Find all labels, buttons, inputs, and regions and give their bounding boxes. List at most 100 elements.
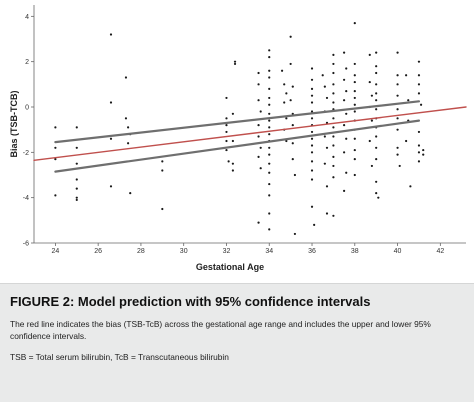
data-point (375, 192, 378, 195)
data-point (353, 62, 356, 66)
data-point (368, 139, 371, 143)
data-point (310, 144, 314, 147)
data-point (422, 153, 425, 156)
data-point (225, 139, 228, 143)
data-point (225, 148, 228, 152)
data-point (398, 164, 401, 168)
data-point (259, 167, 262, 170)
scatter-plot: 420-2-4-624 26 28 30 32 34 36 38 40 42Gestational… (9, 5, 467, 272)
data-point (375, 99, 378, 102)
data-point (332, 164, 335, 168)
data-point (353, 80, 356, 84)
x-tick-label: 24 (51, 248, 59, 255)
data-point (268, 133, 271, 136)
data-point (353, 158, 356, 161)
data-point (405, 139, 408, 143)
data-point (268, 153, 271, 156)
data-point (310, 160, 314, 163)
data-point (332, 71, 335, 75)
data-point (129, 192, 132, 195)
y-tick-label: 2 (25, 59, 29, 66)
data-point (368, 53, 371, 56)
data-point (332, 62, 335, 66)
data-point (268, 87, 271, 90)
data-point (332, 176, 335, 179)
data-point (291, 158, 294, 161)
data-point (109, 137, 113, 140)
data-point (268, 69, 271, 72)
data-point (310, 101, 314, 104)
data-point (353, 90, 356, 93)
y-axis-title: Bias (TSB-TCB) (9, 90, 19, 157)
data-point (345, 112, 348, 115)
data-point (310, 130, 314, 134)
data-point (368, 80, 371, 84)
data-point (370, 164, 374, 168)
data-point (225, 117, 228, 120)
data-point (353, 74, 356, 77)
data-point (268, 96, 271, 100)
data-point (353, 103, 356, 106)
data-point (231, 169, 234, 172)
data-point (396, 117, 399, 120)
data-point (353, 96, 356, 100)
x-tick-label: 28 (137, 248, 145, 255)
data-point (54, 146, 57, 149)
data-point (342, 151, 346, 154)
data-point (375, 51, 378, 54)
data-point (231, 162, 234, 165)
data-point (342, 51, 346, 54)
data-point (332, 117, 335, 120)
data-point (225, 124, 228, 127)
y-tick-label: -2 (23, 150, 29, 157)
data-point (293, 232, 297, 236)
data-point (375, 180, 378, 183)
data-point (342, 78, 346, 81)
data-point (268, 146, 271, 149)
data-point (417, 83, 421, 86)
data-point (268, 56, 271, 59)
data-point (54, 158, 57, 161)
data-point (332, 92, 335, 95)
data-point (325, 146, 329, 149)
data-point (293, 173, 297, 177)
data-point (323, 135, 326, 138)
data-point (396, 51, 399, 54)
data-point (310, 137, 314, 140)
data-point (225, 130, 228, 134)
data-point (396, 146, 399, 149)
data-point (54, 126, 57, 129)
data-point (310, 87, 314, 90)
data-point (396, 128, 399, 131)
bias-regression-line (33, 106, 467, 161)
data-point (233, 60, 237, 63)
data-point (283, 83, 286, 86)
data-point (257, 221, 260, 224)
data-point (161, 207, 164, 211)
data-point (268, 103, 271, 106)
data-point (409, 185, 412, 188)
data-point (268, 76, 271, 79)
data-point (332, 135, 335, 138)
data-point (345, 90, 348, 93)
data-point (291, 85, 294, 88)
data-point (231, 139, 234, 143)
data-point (353, 137, 356, 140)
data-point (325, 212, 329, 215)
data-point (268, 171, 271, 174)
x-tick-label: 30 (180, 248, 188, 255)
data-point (75, 126, 78, 129)
data-point (268, 49, 271, 52)
upper-ci-line (54, 100, 421, 144)
data-point (375, 71, 378, 75)
data-point (417, 144, 421, 147)
data-point (325, 185, 329, 188)
data-point (124, 76, 128, 79)
x-tick-label: 26 (94, 248, 102, 255)
data-point (310, 169, 314, 172)
data-point (259, 146, 262, 149)
caption-title: FIGURE 2: Model prediction with 95% conf… (10, 294, 371, 309)
data-point (161, 160, 164, 163)
data-point (417, 130, 421, 134)
caption-text: The red line indicates the bias (TSB-TcB… (10, 319, 431, 341)
